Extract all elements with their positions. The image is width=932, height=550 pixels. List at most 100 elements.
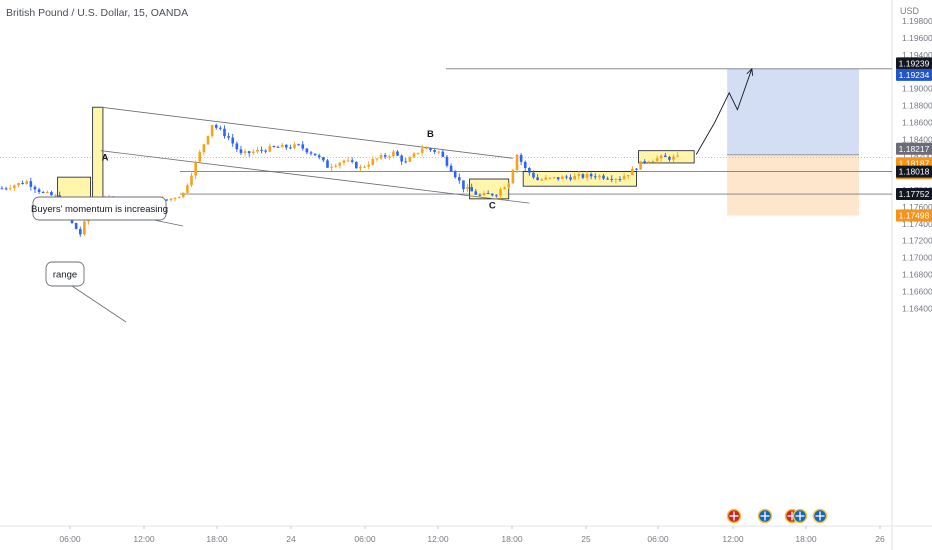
candle-body <box>519 154 523 162</box>
candle-body <box>0 188 4 190</box>
candle-body <box>301 144 305 149</box>
candle-body <box>593 176 597 178</box>
candle-body <box>404 161 408 163</box>
callout-range-pointer <box>71 285 127 323</box>
candle-body <box>177 196 181 199</box>
channel-upper-line <box>100 106 513 159</box>
candle-body <box>486 193 490 195</box>
wave-label-c: C <box>489 201 496 212</box>
event-flag-uk-icon[interactable] <box>726 508 742 524</box>
candle-body <box>317 155 321 158</box>
x-tick-label: 18:00 <box>501 534 523 544</box>
x-tick-label: 18:00 <box>795 534 817 544</box>
candle-body <box>21 183 24 185</box>
candle-body <box>565 176 568 178</box>
candle-body <box>626 174 630 177</box>
candle-body <box>239 149 243 154</box>
candle-body <box>425 148 428 150</box>
candle-body <box>441 151 445 157</box>
candle-body <box>309 152 313 154</box>
candle-body <box>458 177 461 181</box>
price-tag <box>896 209 932 222</box>
candle-body <box>490 193 494 196</box>
candle-body <box>326 160 329 168</box>
candle-body <box>573 175 576 180</box>
price-tag-label: 1.18217 <box>899 144 930 154</box>
candle-body <box>313 153 317 156</box>
candle-body <box>556 177 560 180</box>
y-tick-label: 1.18800 <box>902 101 932 111</box>
candle-body <box>50 191 53 196</box>
candle-body <box>363 166 366 168</box>
wave-label-a: A <box>102 152 109 163</box>
y-tick-label: 1.17400 <box>902 219 932 229</box>
candle-body <box>659 155 663 159</box>
candle-body <box>523 161 527 169</box>
callout-momentum-pointer <box>153 219 184 227</box>
candle-body <box>252 151 255 154</box>
candle-body <box>169 198 173 201</box>
candle-body <box>210 125 214 136</box>
price-tag <box>896 68 932 81</box>
candle-body <box>515 154 519 170</box>
candle-body <box>334 165 338 167</box>
candle-body <box>408 157 412 162</box>
price-tag <box>896 57 932 70</box>
x-tick-label: 12:00 <box>133 534 155 544</box>
candle-body <box>664 155 667 158</box>
candle-body <box>268 146 272 152</box>
candle-body <box>227 136 230 138</box>
event-flag-us-icon[interactable] <box>757 508 773 524</box>
candle-body <box>305 148 309 153</box>
y-tick-label: 1.19600 <box>902 33 932 43</box>
candle-body <box>602 175 605 179</box>
candle-body <box>219 127 222 129</box>
price-tag <box>896 165 932 178</box>
candle-body <box>33 186 37 190</box>
x-tick-label: 06:00 <box>59 534 81 544</box>
channel-lower-line <box>100 150 530 204</box>
candle-body <box>470 187 473 192</box>
candle-body <box>536 177 539 181</box>
candle-body <box>420 148 424 153</box>
projection-arrowhead <box>746 67 754 76</box>
candle-body <box>433 150 436 152</box>
y-tick-label: 1.16400 <box>902 303 932 313</box>
candle-body <box>375 158 379 160</box>
candle-body <box>412 153 416 158</box>
candle-body <box>223 128 226 137</box>
candle-body <box>289 147 292 149</box>
candle-body <box>264 150 267 152</box>
candle-body <box>272 146 276 148</box>
candle-body <box>606 178 609 180</box>
candle-body <box>235 143 239 150</box>
candle-body <box>618 179 622 181</box>
y-tick-label: 1.18400 <box>902 134 932 144</box>
candle-body <box>74 223 78 230</box>
stop-zone <box>727 154 859 216</box>
candles <box>0 123 679 237</box>
candle-body <box>186 185 189 193</box>
candle-body <box>639 161 642 170</box>
zone-box <box>522 171 637 187</box>
candle-body <box>276 146 280 148</box>
candle-body <box>181 192 185 197</box>
event-flag-us-icon[interactable] <box>812 508 828 524</box>
candle-body <box>622 176 626 180</box>
price-tag-label: 1.17752 <box>899 189 930 199</box>
callout-momentum-text: Buyers' momentum is increasing <box>31 204 168 215</box>
event-flag-us-icon[interactable] <box>792 508 808 524</box>
candle-body <box>544 177 548 180</box>
candle-body <box>577 174 581 176</box>
zone-box <box>469 178 510 200</box>
candle-body <box>429 148 432 151</box>
candle-body <box>495 195 498 197</box>
price-tag-label: 1.18187 <box>899 158 930 168</box>
candle-body <box>647 161 651 163</box>
price-tag <box>896 188 932 201</box>
wave-label-b: B <box>427 129 434 140</box>
y-tick-label: 1.18200 <box>902 151 932 161</box>
candle-body <box>190 175 193 186</box>
y-tick-label: 1.16600 <box>902 286 932 296</box>
